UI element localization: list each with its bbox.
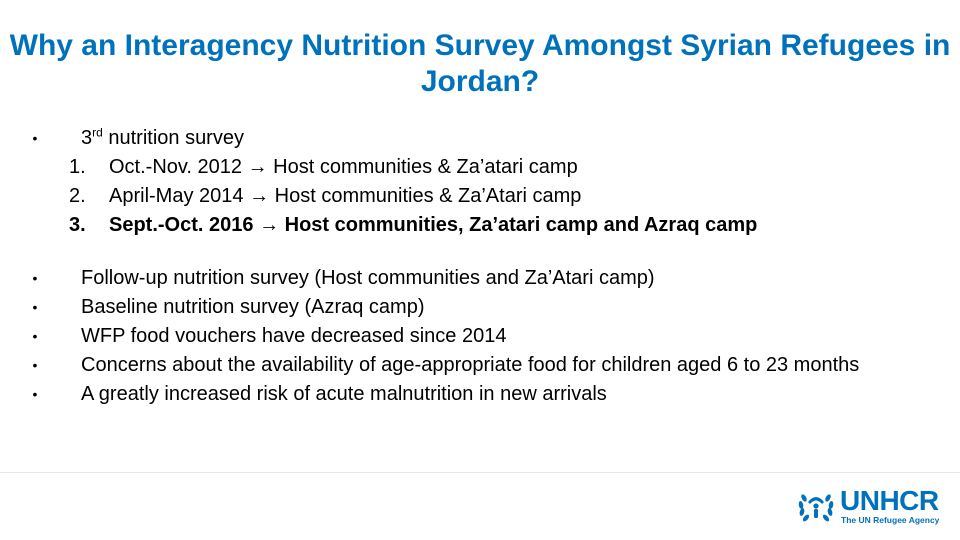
survey-item: 2. April-May 2014 → Host communities & Za…: [28, 182, 928, 211]
bullet-text: Follow-up nutrition survey (Host communi…: [81, 267, 655, 289]
survey-target: Host communities, Za’atari camp and Azra…: [279, 214, 758, 236]
bullet-marker: •: [32, 328, 38, 344]
survey-period: April-May 2014: [109, 185, 244, 207]
bullet-list: • Follow-up nutrition survey (Host commun…: [28, 264, 928, 409]
slide-title: Why an Interagency Nutrition Survey Amon…: [9, 29, 951, 98]
bullet-text: Baseline nutrition survey (Azraq camp): [81, 296, 425, 318]
survey-period: Sept.-Oct. 2016: [109, 214, 254, 236]
survey-number: 2.: [69, 185, 86, 207]
intro-text: nutrition survey: [102, 127, 244, 149]
survey-number: 1.: [69, 156, 86, 178]
bullet-item: • Baseline nutrition survey (Azraq camp): [28, 293, 928, 322]
survey-period: Oct.-Nov. 2012: [109, 156, 243, 178]
bullet-text: Concerns about the availability of age-a…: [81, 354, 860, 376]
unhcr-emblem-icon: [798, 494, 834, 522]
bullet-marker: •: [32, 130, 38, 146]
bullet-text: A greatly increased risk of acute malnut…: [81, 383, 607, 405]
bullet-marker: •: [32, 386, 38, 402]
bullet-item: • Concerns about the availability of age-…: [28, 351, 928, 380]
intro-ordinal: 3: [81, 127, 93, 149]
arrow-right-icon: →: [259, 214, 280, 236]
bullet-text: WFP food vouchers have decreased since 2…: [81, 325, 507, 347]
footer-divider: [0, 472, 960, 473]
unhcr-wordmark: UNHCR: [840, 485, 939, 516]
survey-target: Host communities & Za’Atari camp: [269, 185, 582, 207]
survey-item: 1. Oct.-Nov. 2012 → Host communities & Za…: [28, 153, 928, 182]
survey-list: 1. Oct.-Nov. 2012 → Host communities & Za…: [28, 153, 928, 240]
bullet-item: • A greatly increased risk of acute malnu…: [28, 380, 928, 409]
unhcr-logo: UNHCR The UN Refugee Agency: [796, 486, 946, 526]
survey-item: 3. Sept.-Oct. 2016 → Host communities, Za…: [28, 211, 928, 240]
survey-number: 3.: [69, 214, 86, 236]
arrow-right-icon: →: [247, 156, 268, 178]
bullet-item: • Follow-up nutrition survey (Host commun…: [28, 264, 928, 293]
survey-target: Host communities & Za’atari camp: [267, 156, 578, 178]
intro-superscript: rd: [92, 125, 103, 140]
bullet-item: • WFP food vouchers have decreased since …: [28, 322, 928, 351]
bullet-marker: •: [32, 299, 38, 315]
slide-body: • 3rd nutrition survey 1. Oct.-Nov. 2012 …: [28, 124, 928, 409]
bullet-marker: •: [32, 270, 38, 286]
unhcr-tagline: The UN Refugee Agency: [841, 515, 940, 525]
intro-item: • 3rd nutrition survey: [28, 124, 928, 153]
arrow-right-icon: →: [249, 185, 270, 207]
bullet-marker: •: [32, 357, 38, 373]
